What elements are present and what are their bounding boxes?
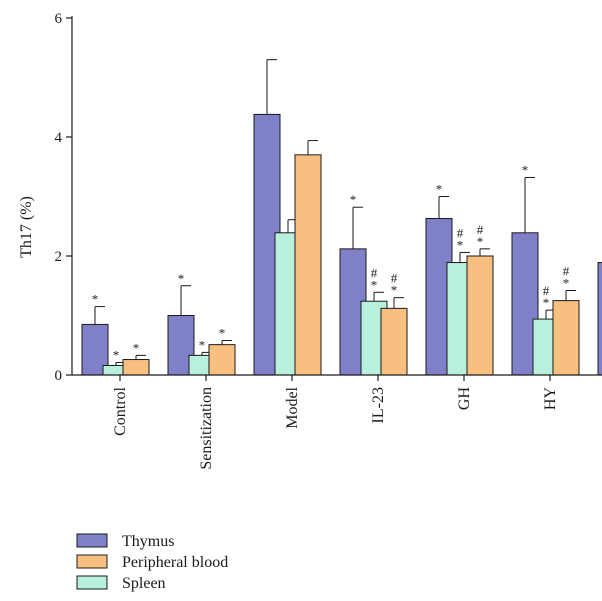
bar (122, 359, 150, 376)
legend-label: Thymus (122, 533, 174, 550)
significance-mark: # (563, 264, 570, 279)
legend-swatch (76, 533, 108, 548)
significance-mark: * (457, 237, 464, 252)
y-tick-label: 2 (55, 249, 63, 265)
significance-mark: # (543, 283, 550, 298)
x-tick-label: Sensitization (198, 387, 215, 470)
bar (294, 154, 322, 376)
bar (552, 300, 580, 376)
legend: Thymus Peripheral blood Spleen (76, 533, 228, 592)
legend-swatch (76, 575, 108, 590)
significance-mark: * (133, 340, 140, 355)
significance-mark: * (92, 292, 99, 307)
significance-mark: * (391, 283, 398, 298)
x-tick-label: Model (284, 386, 301, 428)
significance-mark: * (371, 277, 378, 292)
y-tick-label: 0 (55, 368, 63, 384)
bar (380, 307, 408, 376)
significance-mark: * (477, 234, 484, 249)
y-axis-title: Th17 (%) (18, 196, 35, 258)
significance-mark: * (178, 271, 185, 286)
legend-label: Peripheral blood (122, 554, 228, 571)
legend-label: Spleen (122, 575, 166, 592)
significance-mark: # (477, 222, 484, 237)
x-tick-label: HY (542, 387, 559, 411)
y-axis: 0 2 4 6 (55, 11, 73, 384)
significance-mark: # (457, 225, 464, 240)
bar (466, 255, 494, 376)
significance-mark: * (219, 325, 226, 340)
significance-mark: * (563, 276, 570, 291)
significance-mark: # (391, 271, 398, 286)
legend-swatch (76, 554, 108, 569)
significance-mark: * (522, 162, 529, 177)
x-tick-label: IL-23 (370, 387, 387, 423)
significance-mark: * (199, 337, 206, 352)
y-tick-label: 6 (55, 11, 63, 27)
x-axis: ControlSensitizationModelIL-23GHHYIL-23+… (72, 374, 602, 470)
y-tick-label: 4 (55, 130, 63, 146)
x-tick-label: GH (456, 387, 473, 411)
significance-mark: * (543, 295, 550, 310)
x-tick-label: Control (112, 386, 129, 435)
bar (208, 344, 236, 376)
significance-mark: * (113, 348, 120, 363)
bar (597, 262, 602, 376)
bars: *********#*#*#****#*#*# (81, 59, 602, 376)
significance-mark: * (436, 182, 443, 197)
significance-mark: # (371, 265, 378, 280)
significance-mark: * (350, 192, 357, 207)
